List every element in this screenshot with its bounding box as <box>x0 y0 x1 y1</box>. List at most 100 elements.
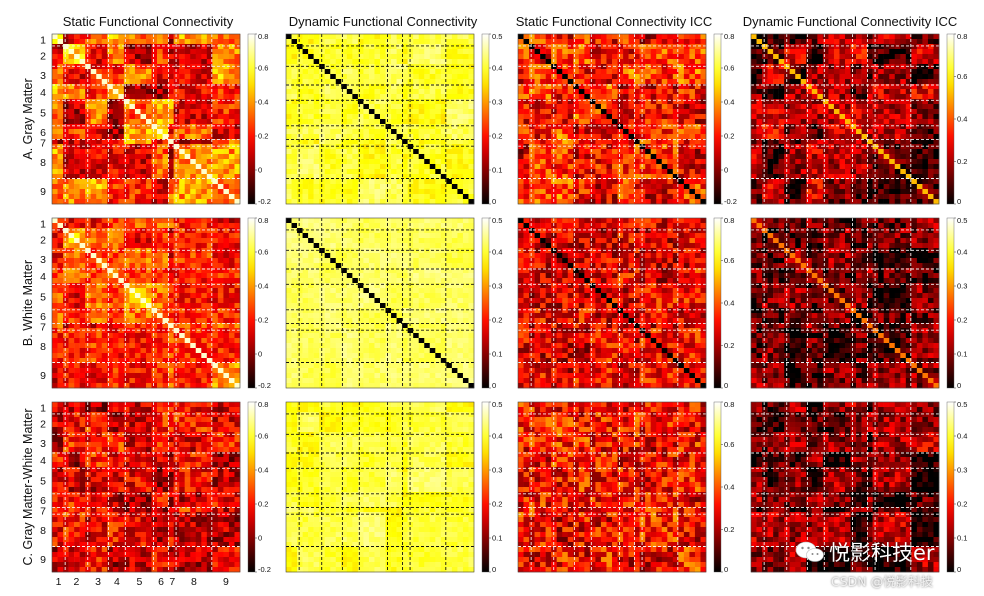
heatmap-cell <box>639 104 646 110</box>
heatmap-cell <box>112 144 119 150</box>
heatmap-cell <box>101 223 108 229</box>
heatmap-cell <box>883 59 890 65</box>
heatmap-cell <box>424 89 431 95</box>
heatmap-cell <box>545 99 552 105</box>
heatmap-cell <box>883 109 890 115</box>
heatmap-cell <box>567 139 574 145</box>
heatmap-cell <box>302 134 309 140</box>
heatmap-cell <box>374 49 381 55</box>
heatmap-cell <box>217 44 224 50</box>
heatmap-cell <box>418 109 425 115</box>
heatmap-cell <box>151 218 158 224</box>
heatmap-cell <box>157 69 163 75</box>
heatmap-cell <box>883 174 890 180</box>
heatmap-cell <box>905 124 912 130</box>
heatmap-cell <box>778 179 785 185</box>
heatmap-cell <box>291 54 298 60</box>
heatmap-cell <box>162 39 169 45</box>
heatmap-cell <box>806 84 813 90</box>
heatmap-cell <box>90 228 97 234</box>
heatmap-cell <box>134 243 141 249</box>
heatmap-cell <box>922 44 929 50</box>
heatmap-cell <box>833 89 840 95</box>
heatmap-cell <box>368 109 375 115</box>
heatmap-cell <box>573 69 580 75</box>
heatmap-cell <box>112 159 119 165</box>
heatmap-cell <box>800 54 807 60</box>
heatmap-cell <box>916 149 923 155</box>
heatmap-cell <box>118 248 125 254</box>
heatmap-cell <box>151 104 158 110</box>
heatmap-cell <box>645 149 651 155</box>
heatmap-cell <box>650 39 657 45</box>
heatmap-cell <box>363 124 370 130</box>
heatmap-cell <box>584 154 591 160</box>
heatmap-cell <box>429 149 436 155</box>
heatmap-cell <box>297 114 303 120</box>
heatmap-cell <box>894 169 901 175</box>
heatmap-cell <box>578 44 585 50</box>
heatmap-cell <box>413 159 419 165</box>
heatmap-cell <box>451 99 458 105</box>
heatmap-cell <box>661 109 668 115</box>
heatmap-cell <box>578 104 585 110</box>
heatmap-cell <box>578 74 585 80</box>
heatmap-cell <box>52 174 58 180</box>
heatmap-cell <box>190 164 197 170</box>
heatmap-cell <box>883 89 890 95</box>
heatmap-cell <box>556 69 563 75</box>
heatmap-cell <box>286 109 292 115</box>
heatmap-cell <box>118 179 125 185</box>
heatmap-cell <box>402 104 408 110</box>
heatmap-cell <box>462 114 469 120</box>
heatmap-cell <box>151 99 158 105</box>
heatmap-cell <box>140 243 147 249</box>
heatmap-cell <box>911 64 918 70</box>
heatmap-cell <box>556 39 563 45</box>
heatmap-cell <box>429 154 436 160</box>
heatmap-cell <box>212 109 219 115</box>
heatmap-cell <box>628 189 635 195</box>
heatmap-cell <box>217 39 224 45</box>
heatmap-cell <box>811 144 818 150</box>
heatmap-cell <box>234 49 241 55</box>
heatmap-cell <box>201 233 208 239</box>
heatmap-cell <box>228 159 235 165</box>
heatmap-cell <box>822 114 829 120</box>
heatmap-cell <box>96 218 103 224</box>
heatmap-cell <box>518 34 524 40</box>
heatmap-cell <box>341 49 348 55</box>
heatmap-cell <box>606 69 613 75</box>
heatmap-cell <box>297 169 303 175</box>
heatmap-cell <box>424 194 431 200</box>
heatmap-cell <box>107 139 114 145</box>
heatmap-cell <box>672 129 679 135</box>
heatmap-cell <box>168 129 174 135</box>
heatmap-cell <box>162 238 169 244</box>
heatmap-cell <box>217 164 224 170</box>
heatmap-cell <box>751 59 757 65</box>
heatmap-cell <box>534 194 541 200</box>
heatmap-cell <box>595 54 602 60</box>
heatmap-cell <box>795 94 802 100</box>
heatmap-cell <box>916 129 923 135</box>
heatmap-cell <box>391 179 397 185</box>
heatmap-cell <box>341 199 348 205</box>
heatmap-cell <box>424 39 431 45</box>
heatmap-cell <box>789 54 796 60</box>
heatmap-cell <box>468 184 475 190</box>
heatmap-cell <box>228 149 235 155</box>
heatmap-cell <box>661 184 668 190</box>
heatmap-cell <box>811 34 818 40</box>
heatmap-cell <box>767 189 774 195</box>
heatmap-cell <box>402 194 408 200</box>
heatmap-cell <box>368 124 375 130</box>
heatmap-cell <box>429 119 436 125</box>
heatmap-cell <box>894 139 901 145</box>
heatmap-cell <box>179 218 185 224</box>
heatmap-cell <box>839 154 846 160</box>
heatmap-cell <box>905 199 912 205</box>
heatmap-cell <box>157 79 163 85</box>
heatmap-cell <box>639 179 646 185</box>
heatmap-cell <box>916 64 923 70</box>
